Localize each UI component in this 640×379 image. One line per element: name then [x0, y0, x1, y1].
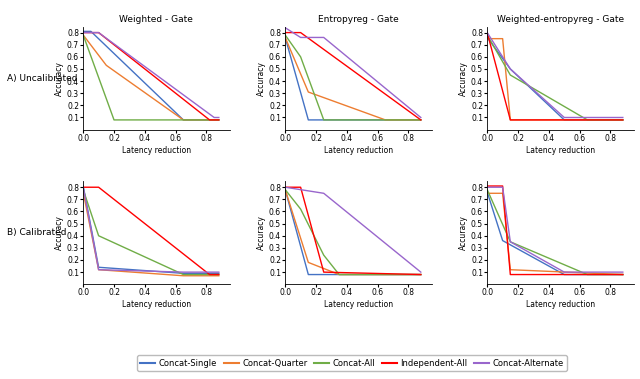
Y-axis label: Accuracy: Accuracy — [257, 61, 266, 96]
Text: B) Calibrated: B) Calibrated — [7, 228, 67, 237]
X-axis label: Latency reduction: Latency reduction — [324, 146, 393, 155]
X-axis label: Latency reduction: Latency reduction — [526, 146, 595, 155]
Title: Weighted - Gate: Weighted - Gate — [120, 16, 193, 24]
Y-axis label: Accuracy: Accuracy — [55, 61, 64, 96]
Title: Entropyreg - Gate: Entropyreg - Gate — [318, 16, 399, 24]
Text: A) Uncalibrated: A) Uncalibrated — [7, 74, 77, 83]
Y-axis label: Accuracy: Accuracy — [459, 215, 468, 250]
Y-axis label: Accuracy: Accuracy — [459, 61, 468, 96]
Y-axis label: Accuracy: Accuracy — [257, 215, 266, 250]
Y-axis label: Accuracy: Accuracy — [55, 215, 64, 250]
X-axis label: Latency reduction: Latency reduction — [324, 300, 393, 309]
X-axis label: Latency reduction: Latency reduction — [122, 300, 191, 309]
Legend: Concat-Single, Concat-Quarter, Concat-All, Independent-All, Concat-Alternate: Concat-Single, Concat-Quarter, Concat-Al… — [137, 356, 567, 371]
Title: Weighted-entropyreg - Gate: Weighted-entropyreg - Gate — [497, 16, 624, 24]
X-axis label: Latency reduction: Latency reduction — [122, 146, 191, 155]
X-axis label: Latency reduction: Latency reduction — [526, 300, 595, 309]
